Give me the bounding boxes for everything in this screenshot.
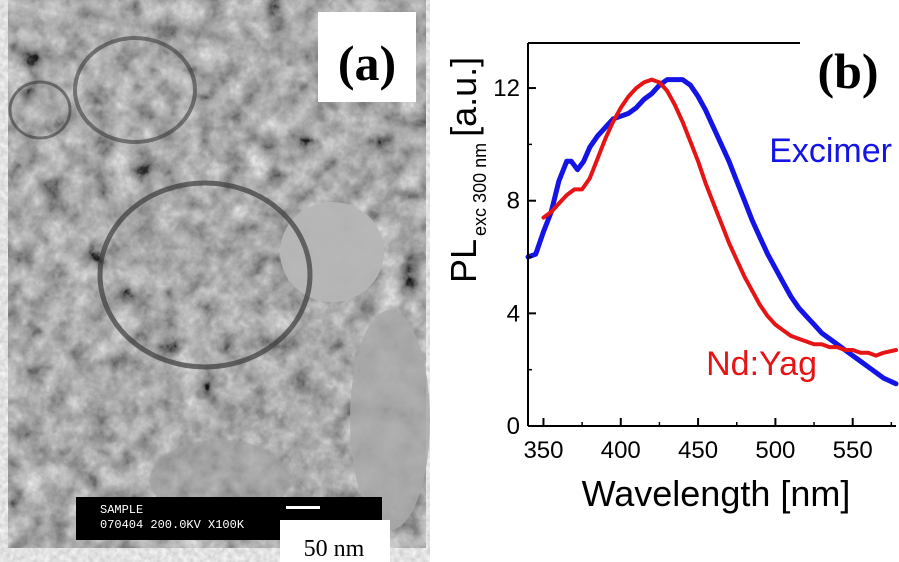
y-ticks: 0 4 8 12: [493, 75, 536, 440]
x-tick-label: 400: [601, 437, 641, 464]
y-tick-label: 8: [507, 188, 520, 215]
y-tick-label: 4: [507, 300, 520, 327]
x-ticks: 350 400 450 500 550: [523, 418, 893, 464]
y-axis-label: PL exc 300 nm [a.u.]: [443, 57, 490, 283]
scale-label-box: [280, 520, 390, 562]
particle-cluster-outline: [8, 80, 72, 140]
info-bar-scale-line: [286, 506, 320, 509]
info-bar-sample-text: SAMPLE: [100, 503, 143, 517]
svg-text:PLexc 300 nm[a.u.]: PL exc 300 nm [a.u.]: [443, 57, 490, 283]
plot-area: [525, 77, 899, 387]
legend-label-ndyag: Nd:Yag: [706, 345, 817, 383]
y-axis-label-subscript: exc 300 nm: [470, 143, 490, 236]
void-region: [280, 202, 384, 302]
panel-a-label-box: [318, 12, 416, 102]
series-line-excimer: [525, 77, 899, 387]
panel-b-label-box: [800, 30, 897, 102]
tem-micrograph: (a) SAMPLE 070404 200.0KV X100K 50 50 nm: [8, 0, 430, 562]
x-tick-label: 350: [523, 437, 563, 464]
panel-a-label: (a): [338, 35, 396, 91]
x-axis-label: Wavelength [nm]: [582, 473, 851, 514]
series-line-nd-yag: [541, 77, 898, 358]
x-tick-label: 500: [755, 437, 795, 464]
particle-cluster-outline: [97, 180, 313, 370]
panel-b-label: (b): [817, 43, 878, 99]
y-tick-label: 0: [507, 413, 520, 440]
scale-bar-label: 50 nm: [304, 536, 365, 562]
y-tick-label: 12: [493, 75, 520, 102]
legend-label-excimer: Excimer: [769, 132, 892, 170]
info-bar-settings-text: 070404 200.0KV X100K: [100, 518, 245, 532]
x-tick-label: 450: [678, 437, 718, 464]
y-axis-label-unit: [a.u.]: [443, 57, 484, 137]
void-region: [350, 310, 430, 530]
pl-spectrum-chart: 350 400 450 500 550 0 4 8 12 Wavelength [nm] PL…: [443, 30, 899, 514]
y-axis-label-main: PL: [443, 239, 484, 283]
x-tick-label: 550: [833, 437, 873, 464]
particle-cluster-outline: [73, 36, 197, 144]
